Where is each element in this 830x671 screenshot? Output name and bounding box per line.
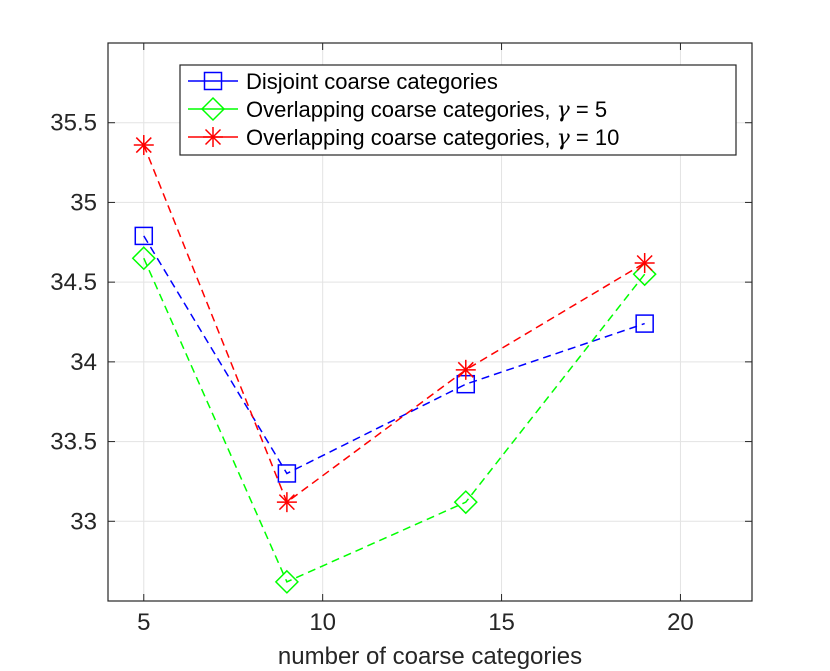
x-tick-label: 15 bbox=[488, 609, 515, 636]
legend-item: Disjoint coarse categories bbox=[188, 69, 498, 94]
x-tick-label: 20 bbox=[667, 609, 694, 636]
axes-box bbox=[107, 42, 753, 602]
y-tick-label: 33.5 bbox=[50, 429, 97, 456]
legend-label-text: Disjoint coarse categories bbox=[246, 69, 498, 94]
legend-suffix: = 10 bbox=[570, 125, 620, 150]
legend-marker-diamond bbox=[200, 96, 226, 122]
asterisk-stroke bbox=[636, 254, 653, 272]
data-point-diamond bbox=[274, 569, 299, 594]
data-point-asterisk bbox=[276, 492, 297, 513]
y-tick-label: 34 bbox=[70, 349, 97, 376]
legend-item: Overlapping coarse categories, γ = 10 bbox=[188, 125, 619, 151]
series-line bbox=[143, 144, 646, 504]
legend-gamma: γ bbox=[557, 98, 571, 123]
y-tick-label: 35.5 bbox=[50, 110, 97, 137]
y-tick-label: 33 bbox=[70, 508, 97, 535]
data-point-diamond bbox=[453, 490, 478, 515]
data-point-diamond bbox=[131, 246, 156, 271]
asterisk-stroke bbox=[278, 494, 295, 511]
series-line bbox=[143, 257, 646, 583]
legend: Disjoint coarse categories Overlapping co… bbox=[179, 64, 737, 156]
data-point-asterisk bbox=[455, 359, 476, 380]
axes: 5 10 15 20 33 33.5 34 34.5 35 35.5 bbox=[50, 42, 753, 636]
legend-suffix: = 5 bbox=[570, 97, 607, 122]
x-tick-label: 5 bbox=[137, 609, 150, 636]
series-line bbox=[143, 235, 645, 475]
x-axis-label: number of coarse categories bbox=[278, 643, 582, 670]
asterisk-stroke bbox=[457, 361, 474, 378]
legend-marker-square bbox=[203, 71, 223, 91]
series-layer bbox=[131, 135, 657, 594]
legend-box bbox=[179, 64, 737, 156]
legend-label-text: Overlapping coarse categories, bbox=[246, 97, 557, 122]
asterisk-stroke bbox=[135, 137, 152, 154]
legend-gamma: γ bbox=[557, 126, 571, 151]
legend-label: Overlapping coarse categories, γ = 5 bbox=[246, 97, 607, 123]
legend-item: Overlapping coarse categories, γ = 5 bbox=[188, 96, 607, 123]
asterisk-stroke bbox=[204, 128, 222, 146]
x-tick-label: 10 bbox=[309, 609, 336, 636]
data-point-square bbox=[134, 226, 154, 246]
y-tick-label: 34.5 bbox=[50, 269, 97, 296]
data-point-asterisk bbox=[133, 135, 154, 156]
data-point-square bbox=[277, 464, 297, 483]
data-point-square bbox=[635, 314, 654, 333]
legend-marker-asterisk bbox=[203, 127, 223, 147]
y-tick-label: 35 bbox=[70, 189, 97, 216]
series-3 bbox=[133, 135, 655, 513]
legend-label: Disjoint coarse categories bbox=[246, 69, 498, 94]
legend-label: Overlapping coarse categories, γ = 10 bbox=[246, 125, 619, 151]
legend-label-text: Overlapping coarse categories, bbox=[246, 125, 557, 150]
data-point-asterisk bbox=[634, 253, 655, 274]
